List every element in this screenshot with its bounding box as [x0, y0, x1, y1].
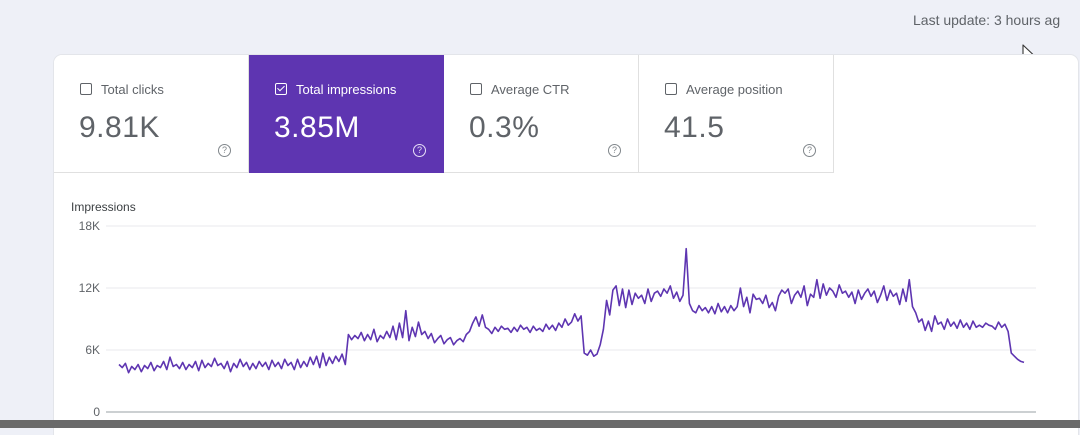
help-icon[interactable]: ? [803, 144, 816, 157]
metric-value: 0.3% [469, 111, 540, 144]
metric-checkbox[interactable] [470, 83, 482, 95]
metric-card-total-clicks[interactable]: Total clicks 9.81K ? [54, 55, 249, 173]
metric-value: 41.5 [664, 111, 725, 144]
series-line-impressions[interactable] [118, 247, 1025, 374]
bottom-bar [0, 420, 1080, 428]
metric-label: Total impressions [296, 82, 397, 97]
impressions-chart: 18K 12K 6K 0 [79, 219, 1036, 419]
metric-label: Average position [686, 82, 783, 97]
metric-label: Average CTR [491, 82, 570, 97]
last-update-text: Last update: 3 hours ag [913, 12, 1061, 28]
y-tick-label: 18K [79, 219, 100, 233]
metric-value: 9.81K [79, 111, 160, 144]
metric-card-total-impressions[interactable]: Total impressions 3.85M ? [249, 55, 444, 173]
y-tick-label: 0 [93, 405, 100, 419]
metric-card-average-position[interactable]: Average position 41.5 ? [639, 55, 834, 173]
metric-checkbox[interactable] [665, 83, 677, 95]
chart-y-axis-title: Impressions [71, 200, 136, 214]
metric-checkbox[interactable] [275, 83, 287, 95]
y-tick-label: 12K [79, 281, 100, 295]
help-icon[interactable]: ? [218, 144, 231, 157]
performance-panel: Total clicks 9.81K ? Total impressions 3… [54, 55, 1078, 435]
metric-value: 3.85M [274, 111, 360, 144]
help-icon[interactable]: ? [608, 144, 621, 157]
help-icon[interactable]: ? [413, 144, 426, 157]
y-tick-label: 6K [85, 343, 100, 357]
metric-label: Total clicks [101, 82, 164, 97]
metric-checkbox[interactable] [80, 83, 92, 95]
metric-cards: Total clicks 9.81K ? Total impressions 3… [54, 55, 834, 173]
metric-card-average-ctr[interactable]: Average CTR 0.3% ? [444, 55, 639, 173]
